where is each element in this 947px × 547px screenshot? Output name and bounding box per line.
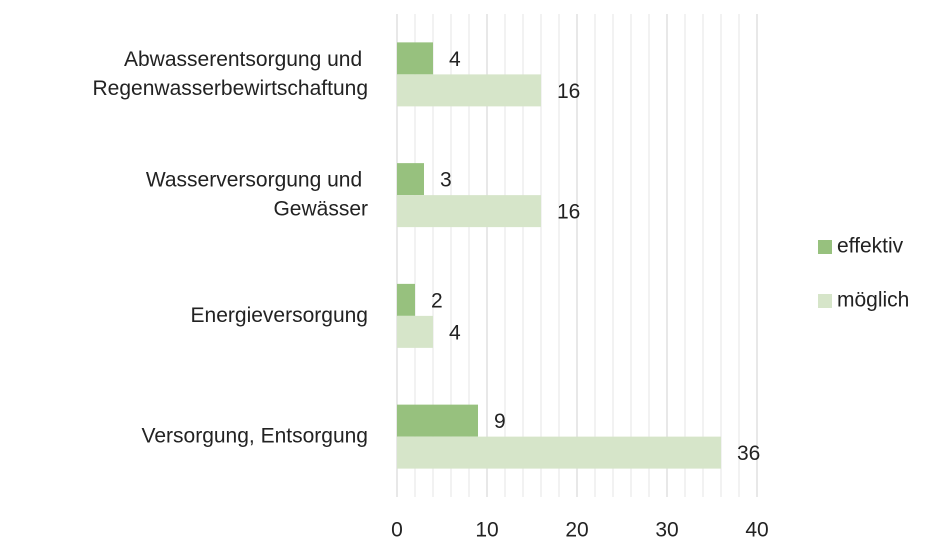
x-tick-label: 0 <box>391 519 403 542</box>
label-line: Abwasserentsorgung und <box>124 47 368 70</box>
label-line: Versorgung, Entsorgung <box>142 424 369 447</box>
bar <box>397 195 541 228</box>
y-tick-label: Abwasserentsorgung und Regenwasserbewirt… <box>93 47 368 99</box>
x-tick-label: 30 <box>655 519 678 542</box>
bar <box>397 283 415 316</box>
legend-label: möglich <box>837 289 909 312</box>
bar <box>397 74 541 107</box>
label-line: Gewässer <box>273 197 368 220</box>
bar <box>397 42 433 75</box>
bar <box>397 163 424 196</box>
bar <box>397 404 478 437</box>
label-line: Wasserversorgung und <box>146 168 368 191</box>
bar <box>397 315 433 348</box>
legend-label: effektiv <box>837 235 904 258</box>
value-label: 4 <box>449 48 461 71</box>
x-tick-label: 10 <box>475 519 498 542</box>
value-label: 16 <box>557 201 580 224</box>
label-line: Regenwasserbewirtschaftung <box>93 76 368 99</box>
value-label: 16 <box>557 80 580 103</box>
y-tick-label: Energieversorgung <box>191 303 368 326</box>
x-tick-label: 20 <box>565 519 588 542</box>
y-tick-label: Versorgung, Entsorgung <box>142 424 369 447</box>
bar <box>397 436 721 469</box>
legend-swatch <box>818 240 832 254</box>
value-label: 3 <box>440 169 452 192</box>
value-label: 36 <box>737 442 760 465</box>
value-label: 9 <box>494 410 506 433</box>
legend-swatch <box>818 294 832 308</box>
y-tick-label: Wasserversorgung und Gewässer <box>146 168 368 220</box>
value-label: 4 <box>449 321 461 344</box>
x-tick-label: 40 <box>745 519 768 542</box>
value-label: 2 <box>431 289 443 312</box>
label-line: Energieversorgung <box>191 303 368 326</box>
